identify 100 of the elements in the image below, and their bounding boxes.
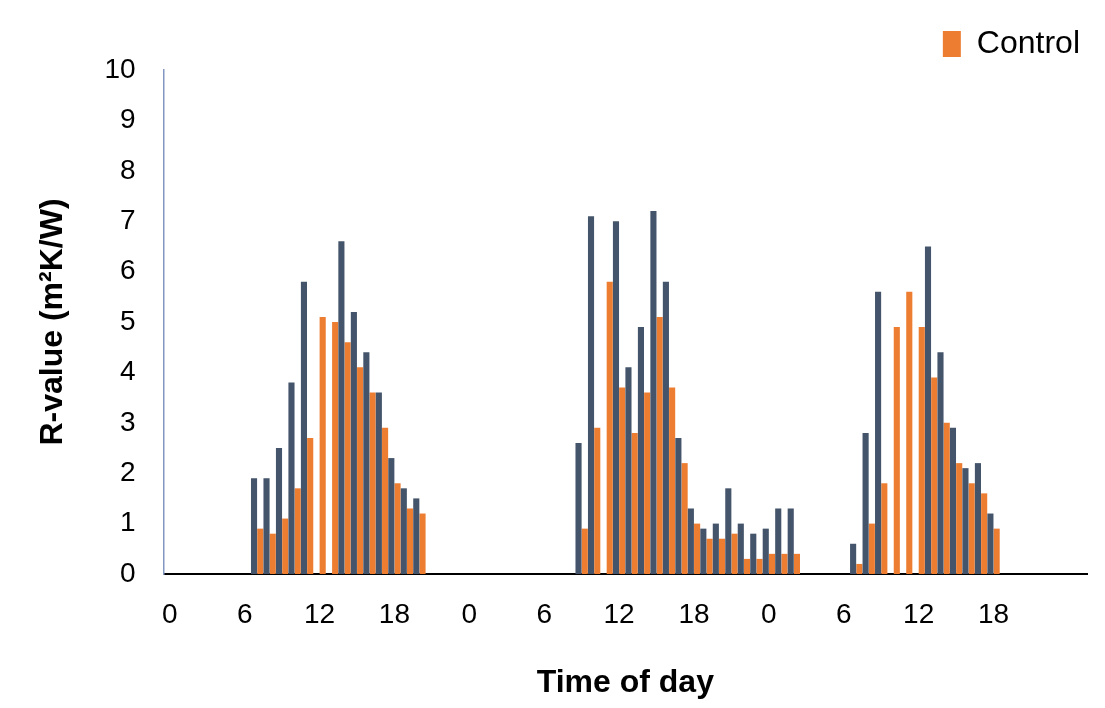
- y-tick-label: 1: [119, 506, 136, 538]
- bar: [388, 458, 395, 574]
- bar: [706, 538, 713, 574]
- bar: [868, 523, 875, 574]
- x-tick-label: 12: [303, 597, 336, 629]
- y-tick-label: 0: [119, 556, 136, 588]
- bar: [350, 311, 357, 574]
- bar: [369, 392, 376, 574]
- x-tick-label: 18: [378, 597, 411, 629]
- bar: [918, 327, 925, 574]
- bar: [419, 513, 426, 574]
- bar: [962, 468, 969, 574]
- bar: [662, 281, 669, 574]
- x-tick-label: 0: [761, 597, 777, 629]
- bar: [731, 533, 738, 574]
- bar: [987, 513, 994, 574]
- bar: [787, 508, 794, 574]
- y-tick-label: 6: [119, 254, 136, 286]
- x-tick-label: 6: [236, 597, 253, 629]
- x-tick-label: 18: [977, 597, 1010, 629]
- bar: [275, 448, 283, 574]
- bar: [637, 327, 644, 574]
- bar: [382, 427, 389, 574]
- x-tick-label: 6: [536, 597, 552, 629]
- x-tick-label: 18: [678, 597, 710, 629]
- bar: [768, 553, 776, 574]
- bar: [725, 488, 732, 574]
- bar: [781, 553, 788, 574]
- bar: [762, 528, 769, 574]
- bar: [406, 508, 414, 574]
- x-axis-title: Time of day: [536, 662, 715, 699]
- bar: [606, 281, 613, 574]
- bar: [700, 528, 707, 574]
- bar: [694, 523, 701, 574]
- y-tick-label: 3: [119, 405, 136, 437]
- bar: [631, 432, 638, 574]
- y-tick-label: 9: [119, 103, 136, 135]
- bar: [968, 483, 975, 574]
- bar: [737, 523, 744, 574]
- bar: [644, 392, 651, 574]
- y-tick-label: 10: [104, 52, 136, 84]
- bar: [924, 246, 932, 574]
- bar: [650, 211, 657, 574]
- bar: [581, 528, 588, 574]
- bar: [625, 367, 632, 574]
- y-axis-title: R-value (m²K/W): [33, 198, 70, 446]
- bar: [413, 498, 420, 574]
- bar: [307, 437, 314, 574]
- x-tick-label: 0: [461, 597, 478, 629]
- bar: [282, 518, 289, 574]
- bar: [862, 432, 869, 574]
- bar: [338, 241, 345, 574]
- bar: [793, 553, 801, 574]
- bar: [974, 463, 981, 574]
- x-tick-label: 12: [903, 597, 935, 629]
- bar: [775, 508, 782, 574]
- bar: [250, 478, 258, 574]
- bar: [993, 528, 1000, 574]
- x-tick-label: 6: [835, 597, 852, 629]
- bar: [294, 488, 301, 574]
- bar: [263, 478, 270, 574]
- bar: [687, 508, 694, 574]
- bar: [675, 437, 682, 574]
- bar: [906, 291, 913, 574]
- x-tick-label: 0: [162, 597, 178, 629]
- bar: [288, 382, 295, 574]
- bar: [300, 281, 308, 574]
- y-tick-label: 8: [119, 153, 136, 185]
- bar: [850, 543, 857, 574]
- y-tick-label: 4: [119, 355, 136, 387]
- x-tick-label: 12: [603, 597, 635, 629]
- bar: [332, 322, 339, 574]
- bar: [712, 523, 719, 574]
- bar: [743, 558, 751, 574]
- bar: [257, 528, 264, 574]
- bar: [594, 427, 601, 574]
- bar: [357, 367, 364, 574]
- bar: [656, 316, 663, 574]
- bar: [981, 493, 988, 574]
- bar: [587, 216, 595, 574]
- bar: [949, 427, 957, 574]
- bar: [669, 387, 676, 574]
- bar: [269, 533, 276, 574]
- bar: [612, 221, 620, 574]
- legend-label: Control: [976, 23, 1080, 60]
- bar: [893, 327, 900, 574]
- bar: [931, 377, 938, 574]
- bar: [681, 463, 688, 574]
- bar: [881, 483, 888, 574]
- y-tick-label: 7: [119, 203, 136, 235]
- bar: [956, 463, 963, 574]
- bar: [756, 558, 763, 574]
- bar: [943, 422, 950, 574]
- bar: [937, 352, 944, 574]
- bar: [575, 442, 582, 574]
- bar: [750, 533, 757, 574]
- bar: [719, 538, 726, 574]
- bar: [394, 483, 401, 574]
- bar: [400, 488, 407, 574]
- bar: [319, 316, 326, 574]
